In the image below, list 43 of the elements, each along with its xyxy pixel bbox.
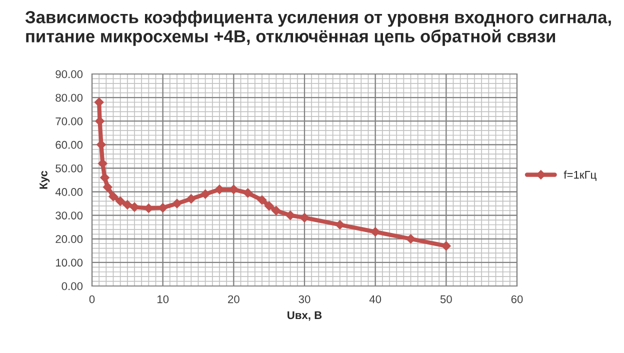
point [94, 98, 104, 107]
legend-label: f=1кГц [564, 170, 596, 181]
x-tick-label: 30 [298, 295, 310, 304]
point [130, 202, 140, 212]
point [243, 188, 252, 198]
y-axis-title: Кус [40, 170, 50, 189]
point [442, 241, 451, 251]
y-tick-label: 70.00 [56, 117, 83, 126]
point [98, 158, 108, 168]
point [300, 213, 310, 222]
y-tick-label: 10.00 [56, 258, 83, 267]
point [122, 200, 132, 210]
point [264, 201, 274, 211]
y-tick-label: 0.00 [62, 282, 83, 290]
point [200, 190, 210, 199]
point [102, 182, 112, 192]
x-tick-label: 40 [369, 295, 382, 304]
chart-title: Зависимость коэффициента усиления от уровня входного сигнала, питание микросхемы +4В, отключённая цепь обратной связи [25, 10, 611, 46]
point [370, 227, 380, 236]
x-tick-label: 0 [89, 295, 95, 304]
x-tick-label: 50 [440, 295, 452, 304]
x-axis-title: Uвх, В [288, 311, 322, 321]
point [172, 198, 182, 208]
point [406, 234, 416, 244]
y-tick-label: 90.00 [56, 70, 83, 78]
y-tick-label: 30.00 [56, 212, 83, 220]
point [257, 195, 267, 205]
point [229, 184, 238, 194]
point [335, 220, 345, 230]
y-tick-label: 40.00 [55, 188, 83, 196]
point [286, 210, 295, 220]
x-tick-label: 10 [158, 295, 169, 304]
point [186, 194, 196, 204]
point [108, 192, 118, 202]
point [272, 206, 281, 216]
y-tick-label: 20.00 [56, 235, 83, 244]
point [116, 196, 125, 206]
y-tick-label: 60.00 [56, 140, 83, 149]
x-tick-label: 20 [228, 295, 240, 304]
x-tick-label: 60 [511, 295, 523, 304]
y-tick-label: 80.00 [56, 94, 83, 102]
point [100, 173, 110, 182]
y-tick-label: 50.00 [56, 164, 83, 172]
